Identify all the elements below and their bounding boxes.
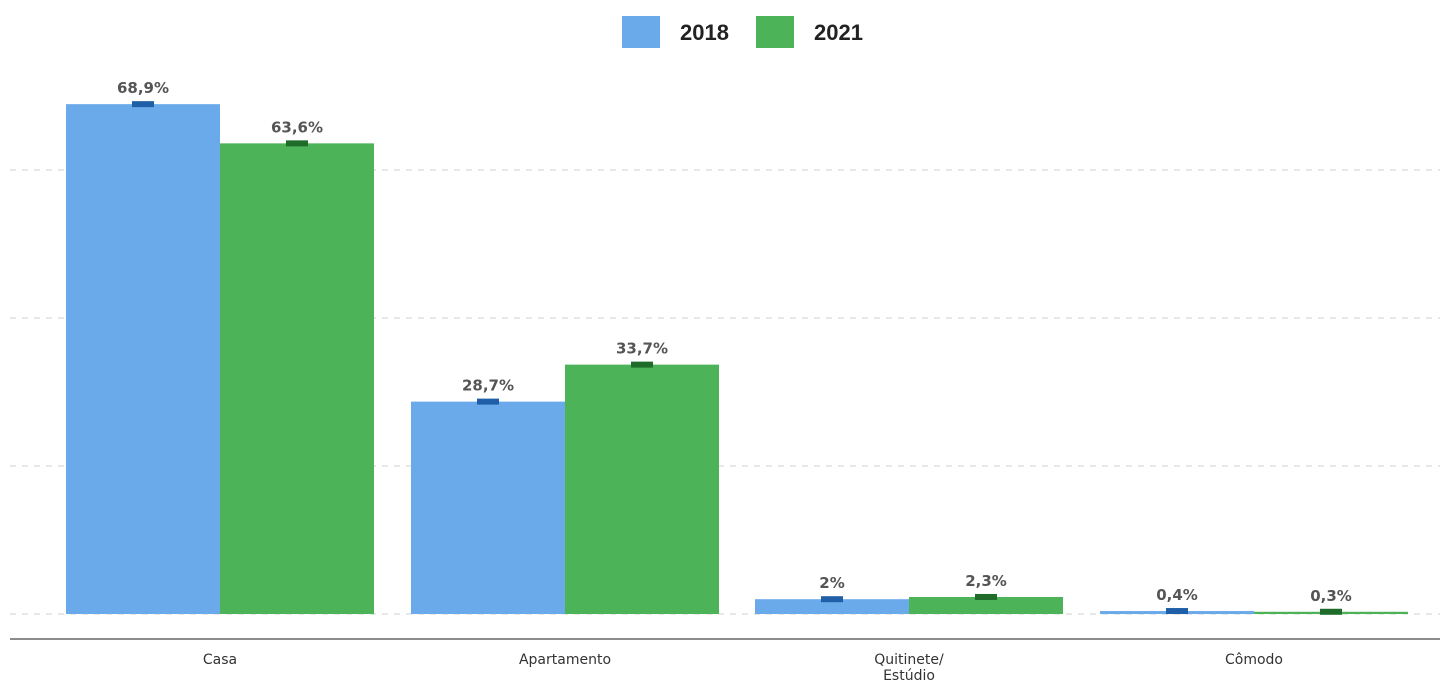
value-label-casa-2018: 68,9%	[117, 79, 169, 97]
bar-quitinete-estudio-2021	[909, 596, 1063, 614]
bar-apartamento-2018	[411, 401, 565, 614]
legend-label-2021: 2021	[814, 20, 863, 45]
bar-marker-apartamento-2018	[477, 398, 499, 405]
legend-swatch-2018	[622, 16, 660, 48]
category-labels: Casa Apartamento Quitinete/Estúdio Cômodo	[203, 652, 1283, 682]
bar-marker-casa-2018	[132, 101, 154, 108]
bar-marker-comodo-2018	[1166, 608, 1188, 615]
value-label-quitinete-estudio-2018: 2%	[819, 574, 844, 592]
bar-marker-quitinete-estudio-2021	[975, 593, 997, 600]
bar-casa-2021	[220, 143, 374, 615]
category-label-quitinete-estudio: Quitinete/Estúdio	[874, 652, 944, 682]
bar-quitinete-estudio-2018	[755, 599, 909, 614]
legend-swatch-2021	[756, 16, 794, 48]
value-label-quitinete-estudio-2021: 2,3%	[965, 572, 1007, 590]
value-label-comodo-2018: 0,4%	[1156, 586, 1198, 604]
legend-label-2018: 2018	[680, 20, 729, 45]
bar-marker-comodo-2021	[1320, 608, 1342, 615]
bar-casa-2018	[66, 104, 220, 614]
value-labels: 68,9% 63,6% 28,7% 33,7% 2% 2,3% 0,4% 0,3%	[117, 79, 1352, 605]
category-label-casa: Casa	[203, 652, 237, 668]
legend: 2018 2021	[622, 16, 863, 48]
bar-marker-apartamento-2021	[631, 361, 653, 368]
bar-apartamento-2021	[565, 364, 719, 614]
value-label-casa-2021: 63,6%	[271, 118, 323, 136]
value-label-apartamento-2018: 28,7%	[462, 377, 514, 395]
value-label-apartamento-2021: 33,7%	[616, 340, 668, 358]
value-label-comodo-2021: 0,3%	[1310, 587, 1352, 605]
category-label-apartamento: Apartamento	[519, 652, 611, 668]
category-label-comodo: Cômodo	[1225, 652, 1283, 668]
bar-marker-casa-2021	[286, 140, 308, 147]
bar-marker-quitinete-estudio-2018	[821, 596, 843, 603]
bars	[66, 101, 1408, 615]
